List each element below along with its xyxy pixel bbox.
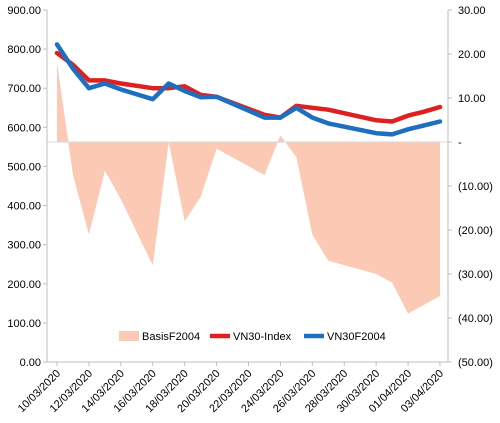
left-tick-label: 400.00: [7, 201, 41, 213]
right-tick-label: (10.00): [458, 181, 493, 193]
legend: BasisF2004 VN30-Index VN30F2004: [119, 331, 386, 343]
line-series-layer: [54, 42, 443, 137]
left-tick-label: 500.00: [7, 161, 41, 173]
legend-label: VN30F2004: [327, 331, 386, 343]
basis-area-series: [57, 62, 440, 314]
left-tick-label: 300.00: [7, 240, 41, 252]
left-tick-label: 900.00: [7, 5, 41, 17]
legend-label: BasisF2004: [142, 331, 200, 343]
legend-swatch: [119, 331, 139, 341]
left-tick-label: 800.00: [7, 44, 41, 56]
basis-area-layer: [57, 62, 440, 314]
right-tick-label: (30.00): [458, 269, 493, 281]
series-line-vn30f2004: [54, 42, 443, 137]
right-tick-label: (50.00): [458, 357, 493, 369]
right-tick-label: -: [458, 137, 462, 149]
right-tick-label: 10.00: [458, 93, 486, 105]
legend-item: VN30F2004: [304, 331, 386, 343]
legend-item: BasisF2004: [119, 331, 200, 343]
right-tick-label: (40.00): [458, 313, 493, 325]
right-tick-label: 30.00: [458, 5, 486, 17]
right-tick-label: (20.00): [458, 225, 493, 237]
left-tick-label: 600.00: [7, 122, 41, 134]
legend-item: VN30-Index: [210, 331, 292, 343]
left-tick-label: 700.00: [7, 83, 41, 95]
axes-layer: [43, 9, 452, 366]
left-tick-label: 200.00: [7, 279, 41, 291]
left-tick-label: 0.00: [20, 357, 41, 369]
right-tick-label: 20.00: [458, 49, 486, 61]
left-tick-label: 100.00: [7, 318, 41, 330]
legend-label: VN30-Index: [233, 331, 292, 343]
